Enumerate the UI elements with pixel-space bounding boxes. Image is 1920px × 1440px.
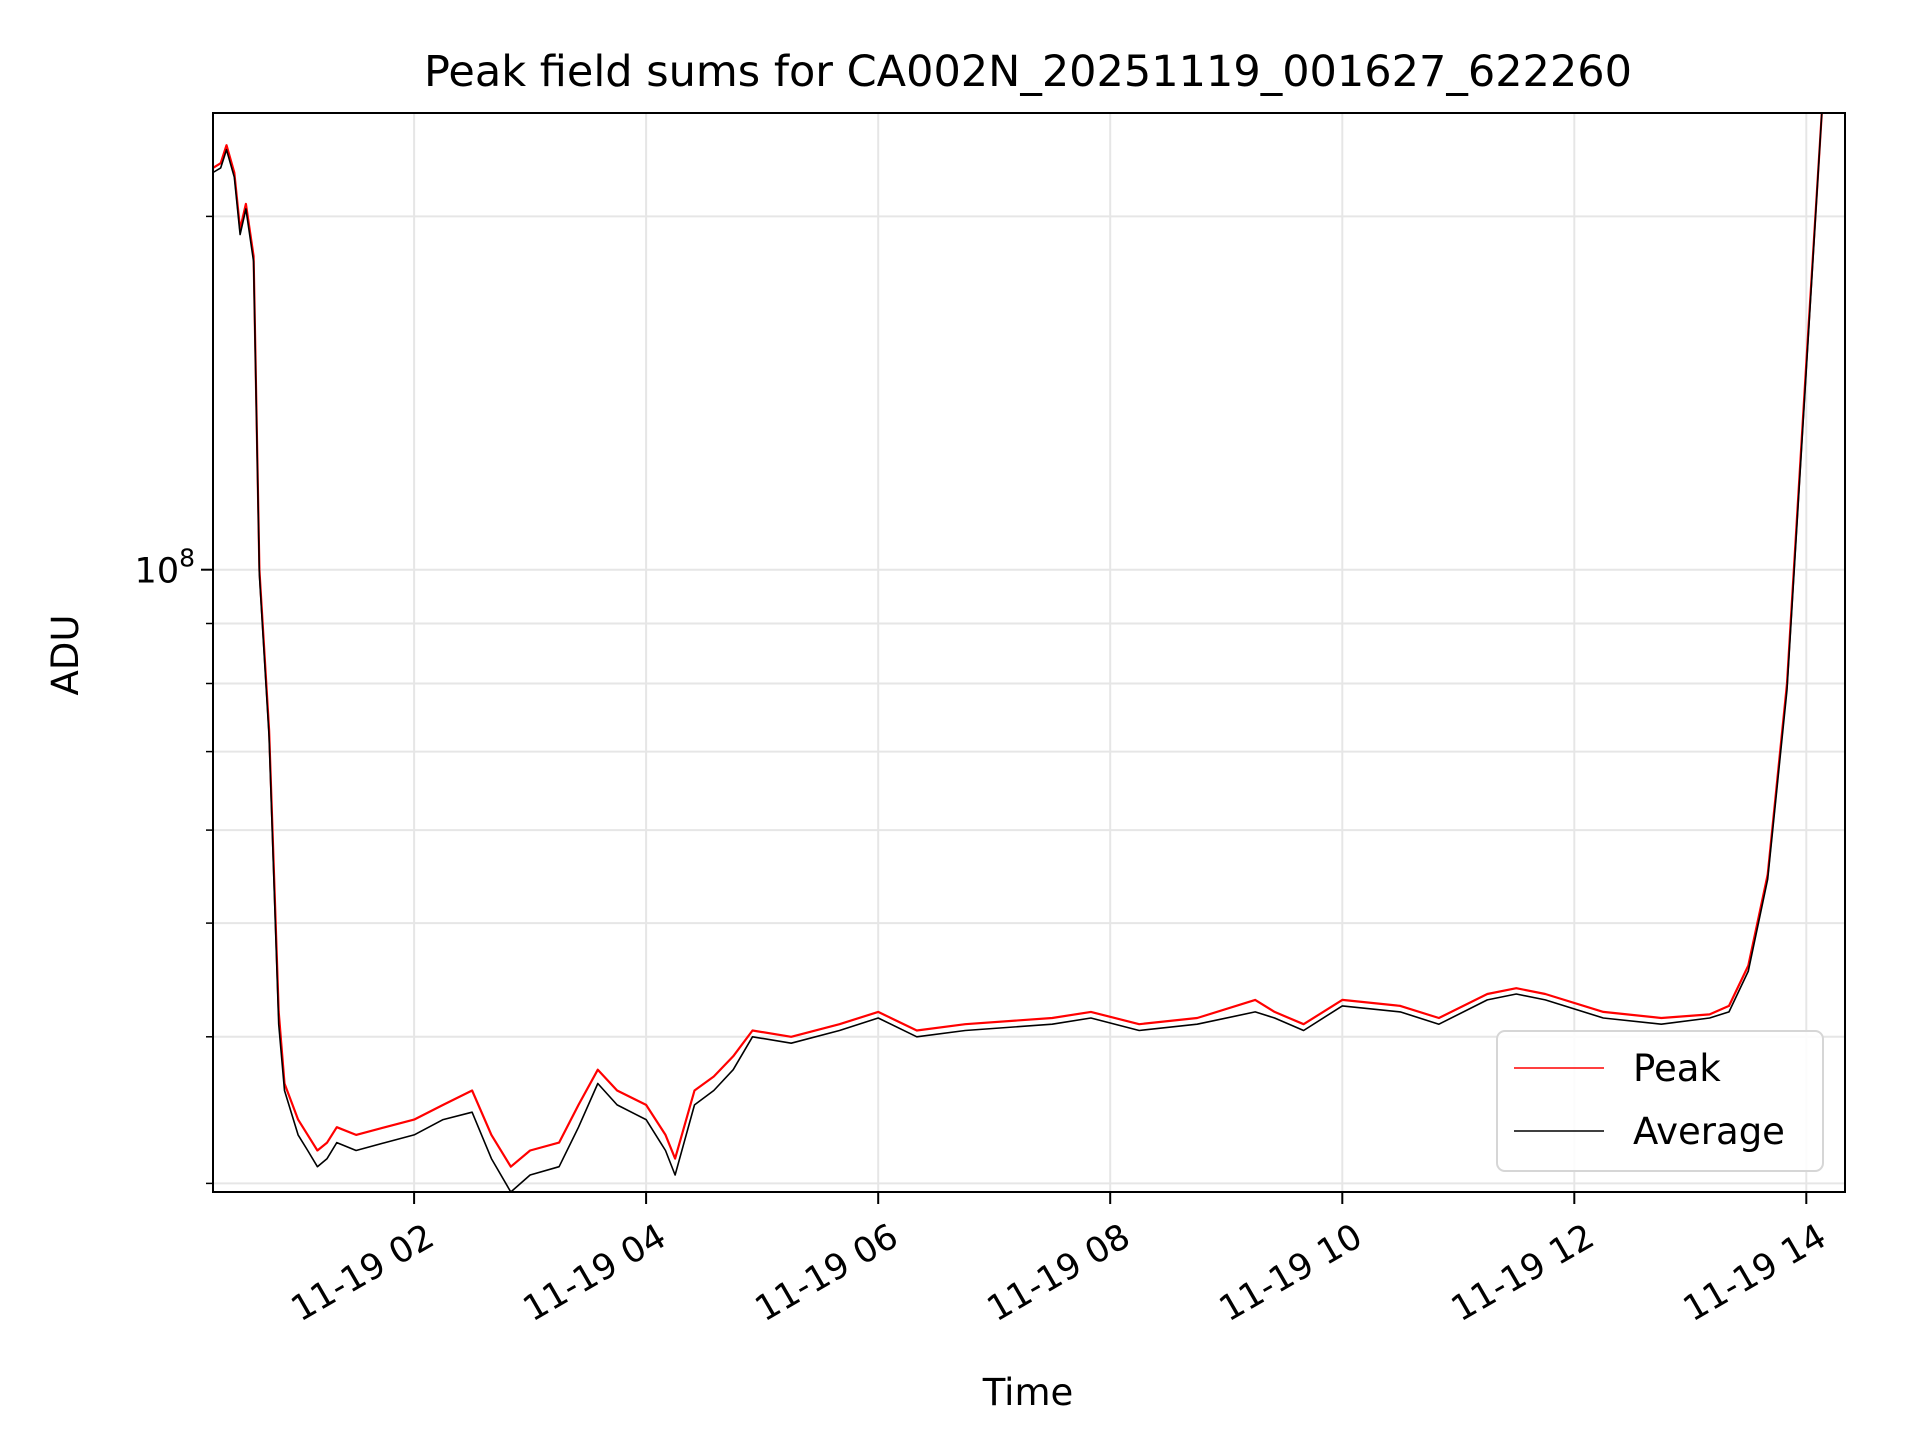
series-line-peak [213,113,1823,1168]
y-axis-label: ADU [44,615,87,696]
legend-peak-label: Peak [1633,1047,1721,1090]
y-tick-label: 108 [135,544,195,592]
grid [213,113,1845,1192]
series-line-average [213,113,1823,1192]
series-group [213,113,1823,1192]
x-axis-label: Time [982,1371,1074,1414]
chart-title: Peak field sums for CA002N_20251119_0016… [424,47,1632,97]
legend-average-label: Average [1633,1110,1785,1153]
y-ticks: 108 [135,215,213,1185]
legend: Peak Average [1496,1030,1824,1172]
legend-box [1496,1030,1824,1172]
plot-frame [212,112,1846,1193]
